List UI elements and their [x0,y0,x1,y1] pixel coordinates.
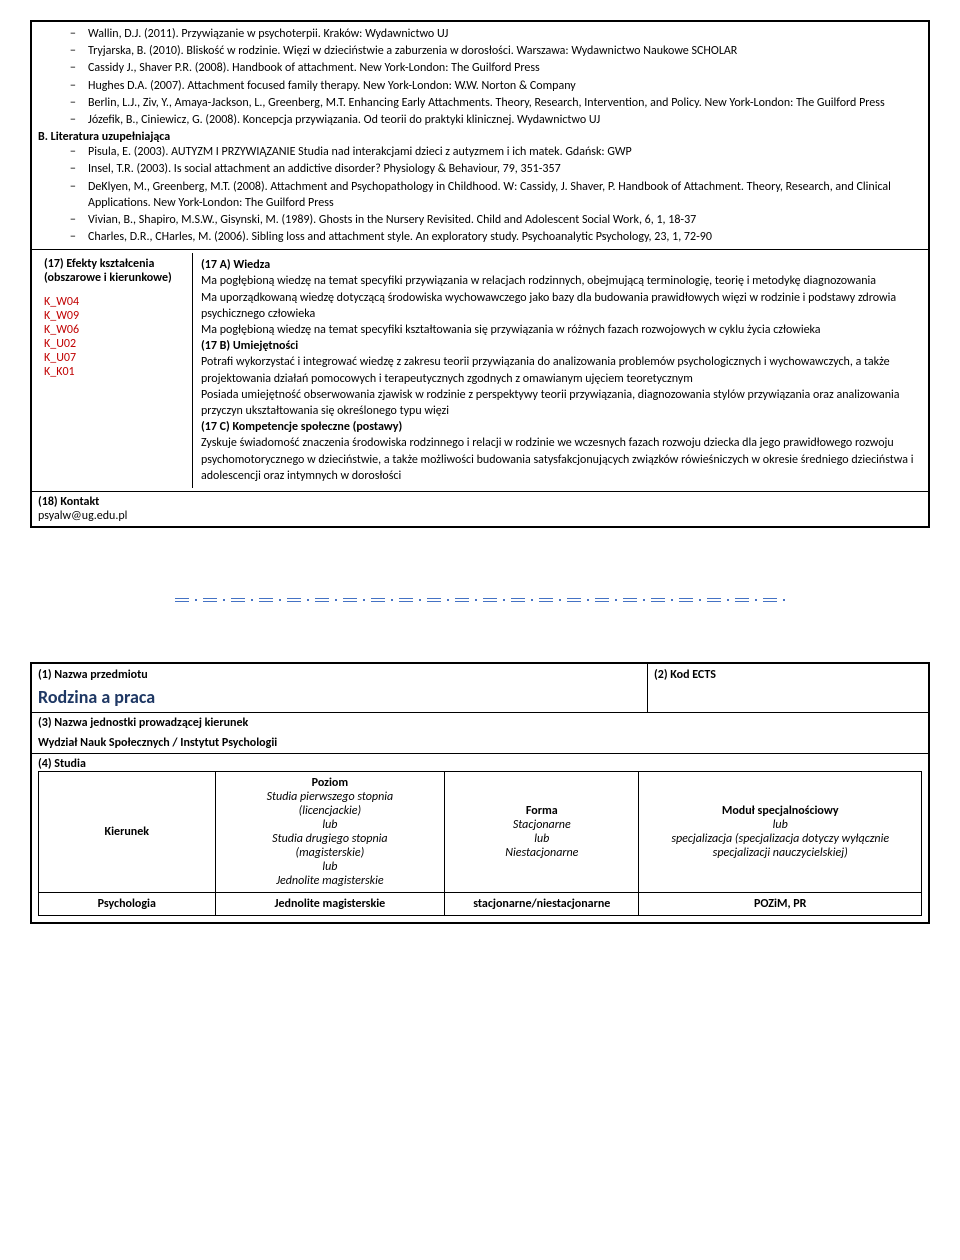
subject-title: Rodzina a praca [38,686,641,708]
row-3: (3) Nazwa jednostki prowadzącej kierunek… [32,712,928,753]
r3-num: (3) [38,716,52,730]
sup-literature-list: Pisula, E. (2003). AUTYZM I PRZYWIĄZANIE… [38,144,922,245]
code: K_K01 [44,365,186,379]
s18-email: psyalw@ug.edu.pl [38,509,922,523]
th-c1: Kierunek [105,825,150,839]
th-c2t: Poziom [220,776,441,790]
td-c3: stacjonarne/niestacjonarne [445,892,639,915]
td-c2: Jednolite magisterskie [215,892,445,915]
lit-item: DeKlyen, M., Greenberg, M.T. (2008). Att… [70,179,922,211]
code: K_W06 [44,323,186,337]
s18-title: Kontakt [60,495,99,509]
row-4-head: (4) Studia [32,753,928,771]
code: K_U02 [44,337,186,351]
s17b-p2: Posiada umiejętność obserwowania zjawisk… [201,387,914,419]
section-17-right: (17 A) Wiedza Ma pogłębioną wiedzę na te… [193,253,922,488]
studia-table-wrap: Kierunek Poziom Studia pierwszego stopni… [32,771,928,922]
th-c4i: lub specjalizacja (specjalizacja dotyczy… [671,818,889,860]
td-c1: Psychologia [39,892,216,915]
th-c2i: Studia pierwszego stopnia (licencjackie)… [220,790,441,888]
s17c-p1: Zyskuje świadomość znaczenia środowiska … [201,435,914,484]
td-c4: POZiM, PR [639,892,922,915]
s17a-txt: Wiedza [233,258,270,272]
r1-txt: Nazwa przedmiotu [54,668,147,682]
th-c3t: Forma [449,804,634,818]
r3-body: Wydział Nauk Społecznych / Instytut Psyc… [38,736,922,750]
s17a-p2: Ma uporządkowaną wiedzę dotyczącą środow… [201,290,914,322]
table-row: Psychologia Jednolite magisterskie stacj… [39,892,922,915]
s17a-p3: Ma pogłębioną wiedzę na temat specyfiki … [201,322,914,338]
s18-num: (18) [38,495,58,509]
s17c-txt: Kompetencje społeczne (postawy) [232,420,402,434]
section-17-left: (17) Efekty kształcenia (obszarowe i kie… [38,253,193,488]
th-c4i-wrap: lub specjalizacja (specjalizacja dotyczy… [643,818,917,860]
lit-item: Hughes D.A. (2007). Attachment focused f… [70,78,922,94]
lit-item: Insel, T.R. (2003). Is social attachment… [70,161,922,177]
studia-table: Kierunek Poziom Studia pierwszego stopni… [38,771,922,916]
lit-item: Charles, D.R., CHarles, M. (2006). Sibli… [70,229,922,245]
section-18: (18) Kontakt psyalw@ug.edu.pl [32,491,928,526]
lit-item: Tryjarska, B. (2010). Bliskość w rodzini… [70,43,922,59]
s17-sub: (obszarowe i kierunkowe) [44,271,186,285]
s17b-num: (17 B) [201,339,230,353]
r2-txt: Kod ECTS [670,668,716,682]
r4-num: (4) [38,757,52,771]
syllabus-box-2: (1) Nazwa przedmiotu Rodzina a praca (2)… [30,662,930,924]
row-1-2: (1) Nazwa przedmiotu Rodzina a praca (2)… [32,664,928,712]
code: K_U07 [44,351,186,365]
sup-lit-heading: B. Literatura uzupełniająca [38,130,922,144]
lit-item: Józefik, B., Ciniewicz, G. (2008). Konce… [70,112,922,128]
th-c4t: Moduł specjalnościowy [643,804,917,818]
lit-item: Wallin, D.J. (2011). Przywiązanie w psyc… [70,26,922,42]
section-17: (17) Efekty kształcenia (obszarowe i kie… [32,249,928,491]
section-divider [30,598,930,602]
lit-item: Vivian, B., Shapiro, M.S.W., Gisynski, M… [70,212,922,228]
s17b-p1: Potrafi wykorzystać i integrować wiedzę … [201,354,914,386]
s17a-num: (17 A) [201,258,231,272]
lit-item: Cassidy J., Shaver P.R. (2008). Handbook… [70,60,922,76]
lit-item: Berlin, L.J., Ziv, Y., Amaya-Jackson, L.… [70,95,922,111]
code: K_W09 [44,309,186,323]
s17-num: (17) [44,257,64,271]
r4-txt: Studia [54,757,86,771]
s17a-p1: Ma pogłębioną wiedzę na temat specyfiki … [201,273,914,289]
r3-txt: Nazwa jednostki prowadzącej kierunek [54,716,248,730]
s17c-num: (17 C) [201,420,230,434]
r1-num: (1) [38,668,52,682]
table-header-row: Kierunek Poziom Studia pierwszego stopni… [39,771,922,892]
main-literature-list: Wallin, D.J. (2011). Przywiązanie w psyc… [38,26,922,128]
syllabus-box-1: Wallin, D.J. (2011). Przywiązanie w psyc… [30,20,930,528]
lit-item: Pisula, E. (2003). AUTYZM I PRZYWIĄZANIE… [70,144,922,160]
code: K_W04 [44,295,186,309]
s17b-txt: Umiejętności [233,339,298,353]
th-c3i: Stacjonarne lub Niestacjonarne [449,818,634,860]
r2-num: (2) [654,668,668,682]
s17-title: Efekty kształcenia [66,257,154,271]
